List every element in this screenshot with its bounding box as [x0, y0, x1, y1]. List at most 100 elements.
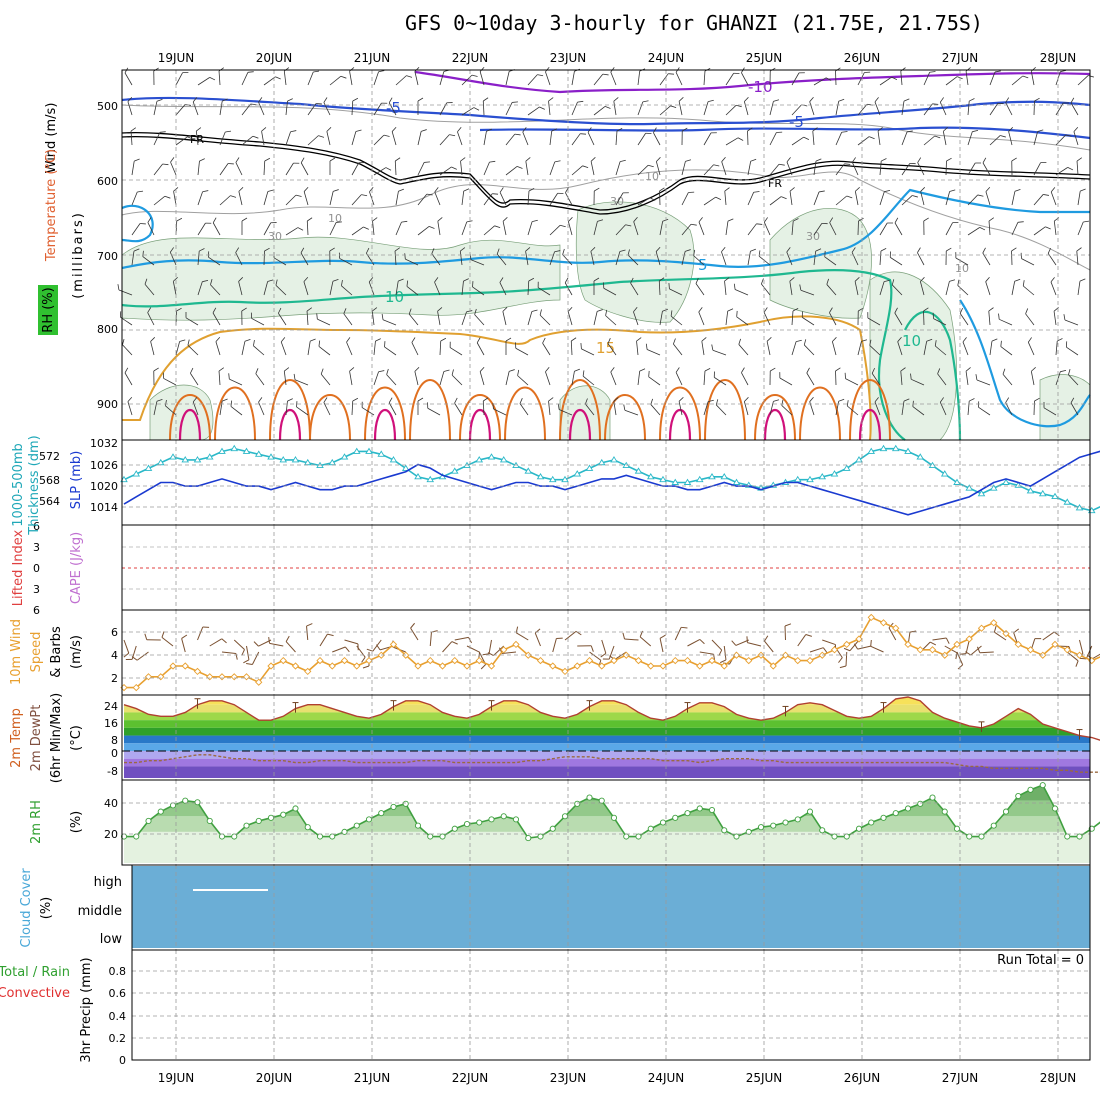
- upper-barb-flag: [891, 279, 895, 286]
- upper-wind-barb: [1063, 314, 1079, 326]
- upper-wind-barb: [434, 187, 441, 206]
- upper-barb-staff: [212, 312, 221, 326]
- upper-barb-flag: [724, 277, 730, 282]
- temp-contour-5: [121, 188, 1090, 270]
- upper-barb-flag: [824, 250, 826, 257]
- upper-barb-flag: [303, 277, 309, 282]
- upper-wind-barb: [307, 135, 325, 146]
- upper-barb-flag: [946, 247, 952, 252]
- rh2m-point: [782, 819, 789, 826]
- upper-barb-staff: [483, 161, 490, 176]
- upper-barb-staff: [306, 220, 309, 236]
- upper-barb-staff: [769, 101, 774, 116]
- upper-barb-flag: [483, 97, 489, 102]
- slp-tick: 1026: [90, 459, 118, 472]
- upper-barb-staff: [1073, 131, 1079, 146]
- upper-wind-barb: [122, 339, 133, 356]
- upper-wind-barb: [637, 164, 654, 176]
- wind-barb-staff: [269, 642, 284, 647]
- upper-barb-flag: [639, 368, 646, 372]
- upper-wind-barb: [373, 134, 390, 146]
- upper-barb-staff: [637, 164, 649, 176]
- wind-barb-flag: [161, 631, 165, 638]
- upper-barb-staff: [791, 72, 800, 86]
- upper-barb-flag: [977, 194, 984, 197]
- upper-wind-barb: [610, 367, 617, 386]
- upper-air-panel: 10 30 30 30 10 10 -10 -5 -5 FR FR 5 10 1…: [117, 67, 1094, 441]
- upper-barb-flag: [293, 373, 296, 380]
- upper-barb-flag: [829, 307, 833, 313]
- upper-barb-flag: [333, 189, 339, 192]
- upper-barb-staff: [911, 378, 925, 386]
- upper-barb-staff: [633, 221, 639, 236]
- upper-barb-staff: [681, 161, 686, 176]
- upper-wind-barb: [945, 279, 956, 296]
- upper-wind-barb: [549, 250, 561, 266]
- wind-barb-staff: [994, 631, 1007, 641]
- upper-barb-staff: [296, 406, 309, 416]
- upper-barb-flag: [1011, 157, 1017, 162]
- upper-barb-flag: [489, 160, 496, 163]
- upper-wind-barb: [923, 71, 936, 86]
- upper-wind-barb: [153, 399, 163, 416]
- thickness-point: [708, 472, 716, 480]
- thickness-point: [585, 464, 594, 471]
- upper-barb-flag: [633, 217, 638, 222]
- wind-speed-point: [953, 640, 961, 649]
- temp-tick: 8: [111, 734, 118, 747]
- thickness-ylabel-2: Thickness (dm): [27, 435, 42, 535]
- upper-barb-flag: [988, 307, 994, 312]
- wind-barb-staff: [723, 645, 727, 660]
- upper-barb-staff: [373, 71, 379, 86]
- wind-barb-staff: [849, 639, 860, 652]
- upper-wind-barb: [670, 310, 683, 326]
- upper-barb-staff: [515, 347, 529, 356]
- rh2m-point: [231, 833, 238, 840]
- upper-wind-barb: [329, 247, 335, 266]
- upper-barb-flag: [1060, 369, 1067, 373]
- upper-barb-flag: [247, 71, 254, 73]
- wind-barb: [965, 645, 982, 656]
- upper-barb-staff: [965, 71, 969, 86]
- upper-barb-flag: [255, 368, 259, 374]
- upper-wind-barb: [172, 277, 178, 296]
- upper-wind-barb: [703, 99, 714, 116]
- wind-barb-flag: [131, 656, 138, 661]
- upper-barb-staff: [300, 162, 309, 176]
- upper-barb-staff: [483, 131, 487, 146]
- top-date-label: 26JUN: [844, 51, 881, 65]
- upper-barb-staff: [857, 136, 870, 146]
- upper-barb-staff: [724, 281, 727, 296]
- thickness-point: [671, 478, 680, 485]
- upper-barb-staff: [519, 403, 529, 416]
- upper-barb-flag: [1017, 221, 1024, 223]
- upper-barb-staff: [590, 161, 595, 176]
- bottom-date-label: 24JUN: [648, 1071, 685, 1085]
- upper-barb-flag: [318, 135, 325, 138]
- wind-barb-staff: [1066, 651, 1079, 662]
- temp-contour-25: [178, 408, 202, 441]
- upper-wind-barb: [280, 337, 287, 356]
- upper-barb-staff: [439, 371, 445, 386]
- upper-wind-barb: [562, 248, 573, 266]
- upper-wind-barb: [190, 367, 199, 386]
- upper-wind-barb: [874, 397, 881, 416]
- upper-barb-staff: [917, 162, 925, 176]
- upper-barb-flag: [287, 98, 293, 102]
- wind-barb: [131, 651, 149, 661]
- upper-wind-barb: [263, 76, 281, 86]
- upper-wind-barb: [395, 278, 404, 296]
- upper-barb-flag: [982, 157, 987, 164]
- temp-tick: 0: [111, 747, 118, 760]
- upper-barb-flag: [1063, 102, 1070, 104]
- upper-wind-barb: [285, 398, 293, 416]
- temp-contour-10b: [904, 310, 962, 441]
- wind-barb-staff: [674, 627, 682, 641]
- rh2m-point: [267, 814, 275, 821]
- upper-wind-barb: [153, 367, 159, 386]
- temp-contour-label: 5: [698, 256, 708, 274]
- wind-barb-flag: [202, 626, 210, 628]
- temp-contour-20: [459, 394, 501, 441]
- upper-barb-staff: [212, 222, 221, 236]
- upper-wind-barb: [587, 127, 595, 146]
